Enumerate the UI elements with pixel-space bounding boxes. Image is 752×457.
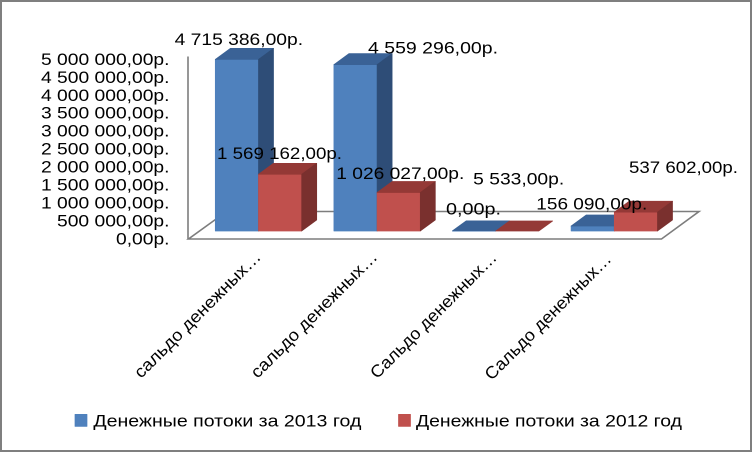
svg-text:1 026 027,00р.: 1 026 027,00р. [336,164,464,183]
svg-text:4 559 296,00р.: 4 559 296,00р. [368,39,498,58]
svg-text:537 602,00р.: 537 602,00р. [629,158,738,177]
svg-text:4 000 000,00р.: 4 000 000,00р. [41,86,170,105]
svg-text:3 000 000,00р.: 3 000 000,00р. [41,122,170,141]
svg-text:2 500 000,00р.: 2 500 000,00р. [41,140,170,159]
svg-text:0,00р.: 0,00р. [446,199,501,218]
svg-text:4 500 000,00р.: 4 500 000,00р. [41,68,170,87]
svg-text:0,00р.: 0,00р. [116,229,170,248]
svg-text:Денежные потоки за 2013 год: Денежные потоки за 2013 год [93,411,361,430]
svg-text:1 569 162,00р.: 1 569 162,00р. [217,144,342,163]
svg-text:2 000 000,00р.: 2 000 000,00р. [41,158,170,177]
svg-text:5 533,00р.: 5 533,00р. [473,169,564,188]
svg-text:4 715 386,00р.: 4 715 386,00р. [175,30,304,49]
svg-text:1 500 000,00р.: 1 500 000,00р. [41,176,170,195]
svg-text:1 000 000,00р.: 1 000 000,00р. [41,193,170,212]
svg-text:Денежные потоки за 2012 год: Денежные потоки за 2012 год [416,411,682,430]
svg-text:156 090,00р.: 156 090,00р. [536,195,647,214]
svg-text:5 000 000,00р.: 5 000 000,00р. [41,50,170,69]
svg-text:3 500 000,00р.: 3 500 000,00р. [41,104,170,123]
svg-text:500 000,00р.: 500 000,00р. [57,211,170,230]
